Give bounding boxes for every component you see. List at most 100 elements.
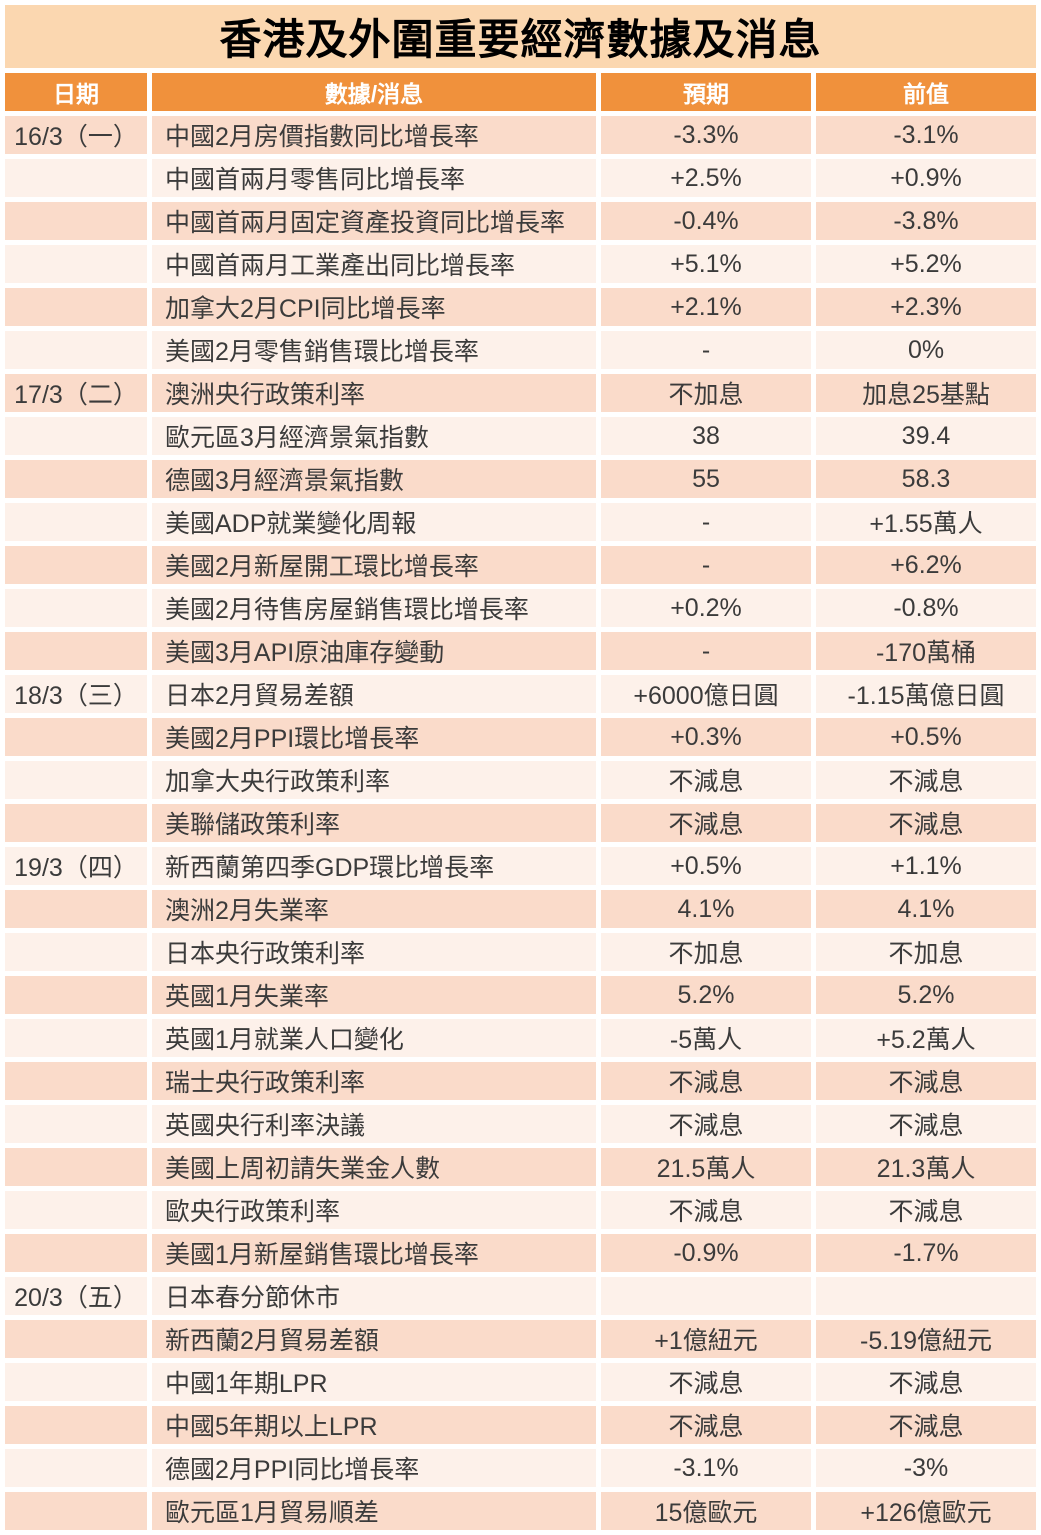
expected-cell: 15億歐元 [601,1492,811,1530]
expected-cell: -0.9% [601,1234,811,1272]
expected-cell: +0.5% [601,847,811,885]
table-row: 瑞士央行政策利率 不減息 不減息 [5,1062,1037,1100]
date-cell [5,761,147,799]
previous-cell: +1.55萬人 [816,503,1037,541]
expected-cell: 不減息 [601,1363,811,1401]
expected-cell: -0.4% [601,202,811,240]
title-row: 香港及外圍重要經濟數據及消息 [5,5,1037,68]
table-row: 中國5年期以上LPR 不減息 不減息 [5,1406,1037,1444]
expected-cell: -3.1% [601,1449,811,1487]
previous-cell: 不減息 [816,1105,1037,1143]
previous-cell: -1.15萬億日圓 [816,675,1037,713]
date-cell [5,1492,147,1530]
previous-cell: -0.8% [816,589,1037,627]
previous-cell: +0.9% [816,159,1037,197]
date-cell [5,1234,147,1272]
indicator-cell: 加拿大2月CPI同比增長率 [152,288,596,326]
expected-cell: 不減息 [601,1062,811,1100]
expected-cell: +2.5% [601,159,811,197]
table-row: 16/3（一） 中國2月房價指數同比增長率 -3.3% -3.1% [5,116,1037,154]
date-cell [5,1320,147,1358]
date-cell [5,503,147,541]
date-cell [5,1148,147,1186]
previous-cell: +2.3% [816,288,1037,326]
table-row: 德國3月經濟景氣指數 55 58.3 [5,460,1037,498]
indicator-cell: 美國ADP就業變化周報 [152,503,596,541]
previous-cell: -3.1% [816,116,1037,154]
date-cell [5,245,147,283]
previous-cell [816,1277,1037,1315]
date-cell [5,288,147,326]
table-row: 德國2月PPI同比增長率 -3.1% -3% [5,1449,1037,1487]
date-cell [5,202,147,240]
table-row: 歐央行政策利率 不減息 不減息 [5,1191,1037,1229]
previous-cell: 21.3萬人 [816,1148,1037,1186]
table-row: 加拿大央行政策利率 不減息 不減息 [5,761,1037,799]
previous-cell: +0.5% [816,718,1037,756]
table-row: 中國首兩月零售同比增長率 +2.5% +0.9% [5,159,1037,197]
indicator-cell: 美國2月零售銷售環比增長率 [152,331,596,369]
previous-cell: 39.4 [816,417,1037,455]
table-row: 美國1月新屋銷售環比增長率 -0.9% -1.7% [5,1234,1037,1272]
date-cell [5,1062,147,1100]
previous-cell: -3.8% [816,202,1037,240]
previous-cell: 不減息 [816,1363,1037,1401]
indicator-cell: 英國1月就業人口變化 [152,1019,596,1057]
indicator-cell: 中國首兩月工業產出同比增長率 [152,245,596,283]
column-header-date: 日期 [5,73,147,111]
indicator-cell: 中國1年期LPR [152,1363,596,1401]
expected-cell: 不減息 [601,804,811,842]
table-body: 16/3（一） 中國2月房價指數同比增長率 -3.3% -3.1% 中國首兩月零售同比增… [5,116,1037,1530]
indicator-cell: 英國央行利率決議 [152,1105,596,1143]
date-cell [5,976,147,1014]
table-row: 美國2月新屋開工環比增長率 - +6.2% [5,546,1037,584]
table-row: 20/3（五） 日本春分節休市 [5,1277,1037,1315]
expected-cell: 不減息 [601,1406,811,1444]
date-cell [5,804,147,842]
previous-cell: +126億歐元 [816,1492,1037,1530]
previous-cell: 不加息 [816,933,1037,971]
expected-cell: +1億紐元 [601,1320,811,1358]
indicator-cell: 日本春分節休市 [152,1277,596,1315]
indicator-cell: 英國1月失業率 [152,976,596,1014]
indicator-cell: 美國3月API原油庫存變動 [152,632,596,670]
expected-cell: 不減息 [601,1105,811,1143]
table-row: 19/3（四） 新西蘭第四季GDP環比增長率 +0.5% +1.1% [5,847,1037,885]
previous-cell: -3% [816,1449,1037,1487]
indicator-cell: 澳洲2月失業率 [152,890,596,928]
previous-cell: 加息25基點 [816,374,1037,412]
previous-cell: 不減息 [816,761,1037,799]
header-row: 日期 數據/消息 預期 前值 [5,73,1037,111]
date-cell: 16/3（一） [5,116,147,154]
page-title: 香港及外圍重要經濟數據及消息 [5,5,1037,68]
date-cell: 20/3（五） [5,1277,147,1315]
date-cell [5,417,147,455]
table-row: 加拿大2月CPI同比增長率 +2.1% +2.3% [5,288,1037,326]
expected-cell: 不加息 [601,933,811,971]
indicator-cell: 德國2月PPI同比增長率 [152,1449,596,1487]
date-cell [5,1406,147,1444]
indicator-cell: 歐元區1月貿易順差 [152,1492,596,1530]
previous-cell: -5.19億紐元 [816,1320,1037,1358]
table-row: 美聯儲政策利率 不減息 不減息 [5,804,1037,842]
indicator-cell: 澳洲央行政策利率 [152,374,596,412]
previous-cell: +5.2% [816,245,1037,283]
indicator-cell: 德國3月經濟景氣指數 [152,460,596,498]
table-row: 歐元區1月貿易順差 15億歐元 +126億歐元 [5,1492,1037,1530]
expected-cell: -3.3% [601,116,811,154]
expected-cell: 5.2% [601,976,811,1014]
previous-cell: +5.2萬人 [816,1019,1037,1057]
date-cell [5,933,147,971]
previous-cell: -170萬桶 [816,632,1037,670]
table-row: 歐元區3月經濟景氣指數 38 39.4 [5,417,1037,455]
previous-cell: 不減息 [816,1406,1037,1444]
indicator-cell: 美國2月待售房屋銷售環比增長率 [152,589,596,627]
date-cell [5,1191,147,1229]
table-row: 新西蘭2月貿易差額 +1億紐元 -5.19億紐元 [5,1320,1037,1358]
indicator-cell: 加拿大央行政策利率 [152,761,596,799]
expected-cell: 4.1% [601,890,811,928]
date-cell [5,632,147,670]
previous-cell: +1.1% [816,847,1037,885]
previous-cell: 不減息 [816,1062,1037,1100]
previous-cell: 不減息 [816,804,1037,842]
